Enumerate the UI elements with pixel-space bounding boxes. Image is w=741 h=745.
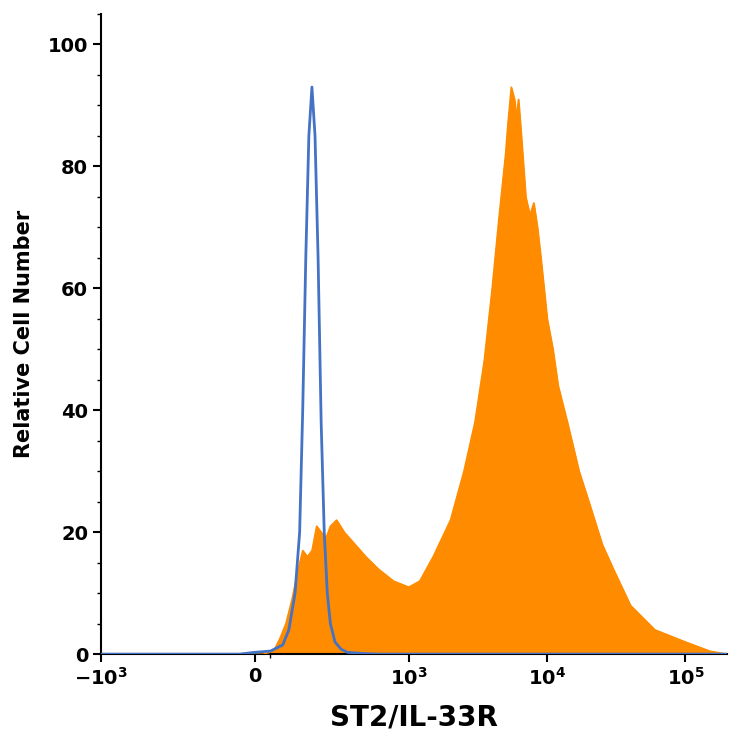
X-axis label: ST2/IL-33R: ST2/IL-33R [330, 703, 498, 731]
Y-axis label: Relative Cell Number: Relative Cell Number [14, 210, 34, 458]
